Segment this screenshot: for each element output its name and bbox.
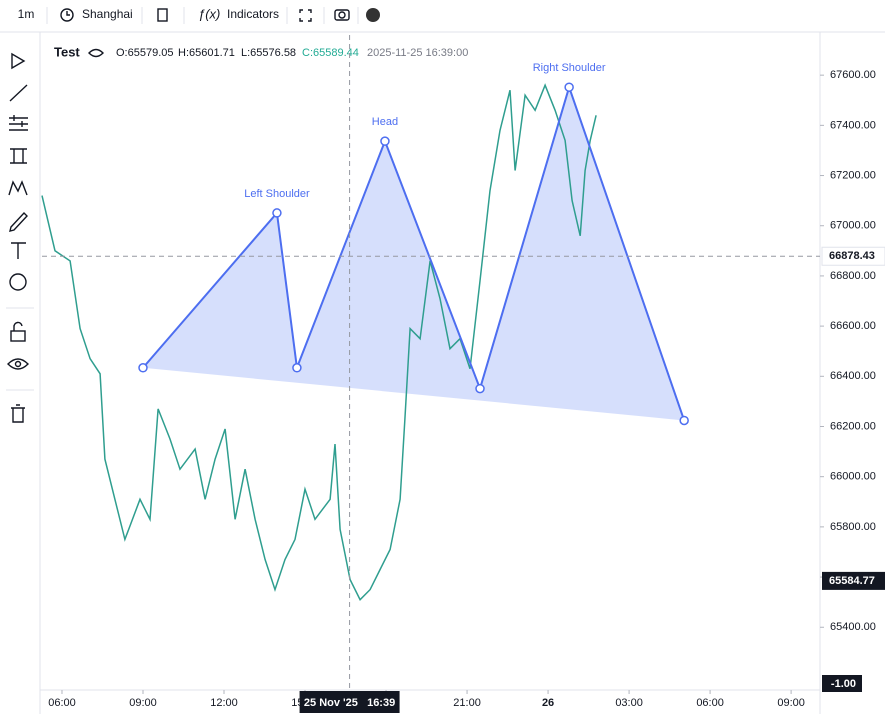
last-price-box [822, 571, 885, 590]
x-tick-label: 12:00 [210, 697, 238, 709]
fullscreen-icon[interactable] [299, 9, 312, 22]
pattern-point [138, 363, 148, 373]
pattern-tool[interactable] [8, 180, 28, 196]
y-tick-label: 66200.00 [830, 420, 876, 432]
x-tick-label: 21:00 [453, 697, 481, 709]
pattern-point [292, 363, 302, 373]
y-tick-label: 65400.00 [830, 621, 876, 633]
volume-axis-label: -1.00 [831, 678, 856, 690]
text-tool[interactable] [11, 242, 26, 259]
camera-icon[interactable] [334, 9, 350, 21]
visibility-tool[interactable] [7, 358, 29, 370]
eye-pupil [14, 360, 22, 368]
y-tick-label: 66800.00 [830, 270, 876, 282]
y-tick-label: 65800.00 [830, 521, 876, 533]
pattern-area [142, 87, 685, 421]
indicators-button[interactable]: Indicators [227, 7, 279, 21]
left-toolbar [6, 32, 41, 714]
open-value: O:65579.05 [116, 47, 174, 59]
fib-tool[interactable] [9, 115, 28, 131]
emoji-tool[interactable] [9, 273, 27, 291]
visibility-icon[interactable] [88, 48, 104, 58]
price-line [41, 83, 597, 601]
x-tick-label: 06:00 [696, 697, 724, 709]
low-value: L:65576.58 [241, 47, 296, 59]
interval-button[interactable]: 1m [18, 7, 35, 21]
x-tick-label: 09:00 [777, 697, 805, 709]
high-value: H:65601.71 [178, 47, 235, 59]
delete-tool[interactable] [11, 404, 25, 423]
y-tick-label: 67000.00 [830, 220, 876, 232]
channel-tool[interactable] [10, 148, 27, 164]
y-tick-label: 66400.00 [830, 370, 876, 382]
crosshair-time-label: 25 Nov '25 16:39 [304, 697, 395, 709]
crosshair-time-box [299, 691, 400, 713]
y-tick-label: 67200.00 [830, 169, 876, 181]
pattern-label: Right Shoulder [533, 62, 606, 74]
lock-tool[interactable] [10, 330, 26, 342]
crosshair-price-box [821, 246, 885, 266]
bar-type-icon[interactable] [157, 8, 168, 22]
pattern-point [272, 208, 282, 218]
volume-label-box [822, 675, 862, 692]
clock-icon[interactable] [60, 8, 74, 22]
cursor-tool[interactable] [11, 52, 26, 70]
y-tick-label: 66600.00 [830, 320, 876, 332]
fx-icon[interactable]: ƒ(x) [198, 6, 220, 21]
line-tool[interactable] [9, 84, 28, 102]
brush-tool[interactable] [9, 211, 28, 232]
pattern-label: Head [372, 116, 398, 128]
x-tick-label: 03:00 [615, 697, 643, 709]
pattern-label: Left Shoulder [244, 188, 310, 200]
y-tick-label: 67400.00 [830, 119, 876, 131]
clock-hands [66, 11, 70, 16]
y-tick-label: 67600.00 [830, 69, 876, 81]
x-tick-label: 09:00 [129, 697, 157, 709]
lock-shackle [13, 321, 23, 331]
close-value: C:65589.44 [302, 47, 359, 59]
symbol: Test [54, 44, 80, 59]
pattern-point [380, 136, 390, 146]
camera-lens [338, 11, 346, 19]
plot: 65400.0065600.0065800.0066000.0066200.00… [41, 35, 885, 713]
pattern-point [564, 82, 574, 92]
top-toolbar: 1m Shanghai ƒ(x) Indicators [0, 6, 885, 33]
last-price-label: 65584.77 [829, 575, 875, 587]
ohlc-legend: Test O:65579.05 H:65601.71 L:65576.58 C:… [54, 44, 468, 59]
theme-icon[interactable] [366, 8, 380, 22]
timezone-button[interactable]: Shanghai [82, 7, 133, 21]
crosshair-price-label: 66878.43 [829, 250, 875, 262]
x-tick-label: 26 [542, 697, 554, 709]
pattern-point [679, 415, 689, 426]
bar-time: 2025-11-25 16:39:00 [367, 47, 468, 59]
y-tick-label: 66000.00 [830, 471, 876, 483]
pattern-point [475, 383, 485, 394]
x-tick-label: 06:00 [48, 697, 76, 709]
